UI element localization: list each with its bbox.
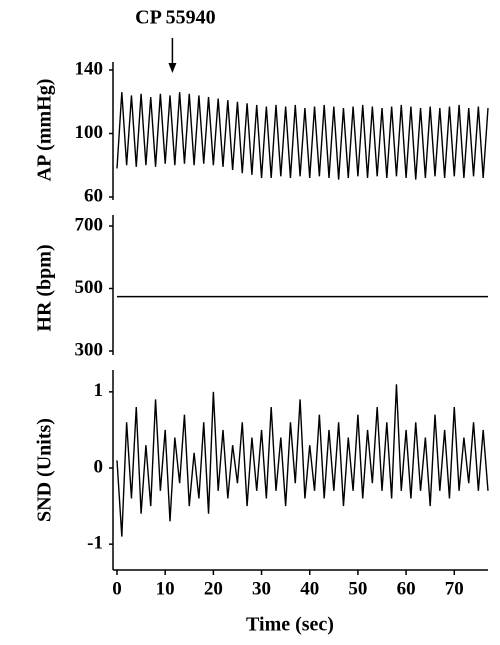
x-tick-label: 40 — [300, 578, 319, 599]
trace — [116, 92, 489, 180]
y-tick-label: 700 — [75, 214, 104, 235]
arrow-head — [168, 63, 177, 73]
y-tick-label: 140 — [75, 58, 104, 79]
x-tick-label: 70 — [445, 578, 464, 599]
y-tick-label: 0 — [94, 456, 104, 477]
y-tick-label: 100 — [75, 122, 104, 143]
y-axis-label: HR (bpm) — [34, 244, 56, 331]
x-tick-label: 0 — [112, 578, 122, 599]
x-axis-label: Time (sec) — [246, 614, 334, 636]
trace — [116, 384, 489, 537]
x-tick-label: 60 — [397, 578, 416, 599]
x-tick-label: 50 — [348, 578, 367, 599]
annotation: CP 55940 — [135, 7, 216, 29]
y-tick-label: -1 — [87, 533, 103, 554]
y-tick-label: 1 — [94, 380, 104, 401]
x-tick-label: 20 — [204, 578, 223, 599]
y-tick-label: 300 — [75, 339, 104, 360]
y-tick-label: 60 — [84, 185, 103, 206]
y-axis-label: AP (mmHg) — [34, 79, 56, 182]
y-axis-label: SND (Units) — [34, 418, 56, 522]
y-tick-label: 500 — [75, 277, 104, 298]
x-tick-label: 30 — [252, 578, 271, 599]
x-tick-label: 10 — [156, 578, 175, 599]
